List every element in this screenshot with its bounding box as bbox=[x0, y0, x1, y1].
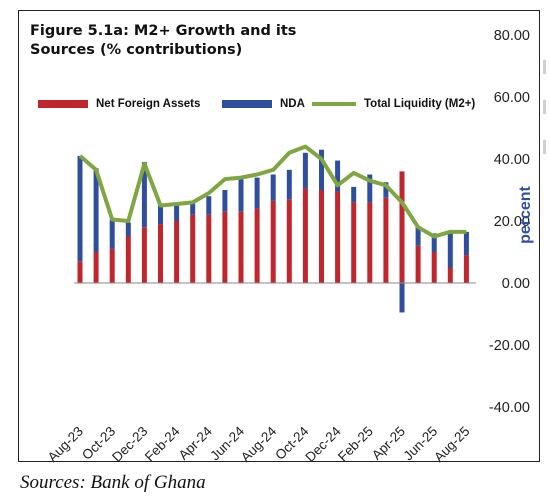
bar-net-foreign-assets bbox=[319, 190, 324, 283]
bar-net-foreign-assets bbox=[415, 245, 421, 283]
bar-net-foreign-assets bbox=[302, 188, 308, 283]
page-edge-mark bbox=[543, 60, 546, 154]
bar-nda bbox=[463, 231, 469, 256]
line-series bbox=[78, 144, 467, 239]
bar-nda bbox=[335, 160, 341, 192]
x-tick-label: Apr-25 bbox=[369, 424, 408, 463]
y-tick-label: 20.00 bbox=[494, 214, 530, 230]
bar-nda bbox=[158, 205, 163, 225]
bar-net-foreign-assets bbox=[109, 248, 115, 283]
x-tick-label: Aug-25 bbox=[431, 424, 472, 465]
y-tick-label: 80.00 bbox=[494, 28, 530, 44]
x-tick-label: Apr-24 bbox=[176, 423, 216, 463]
y-tick-label: 0.00 bbox=[502, 276, 530, 292]
chart-legend: Net Foreign Assets NDA Total Liquidity (M2… bbox=[38, 98, 475, 110]
bar-series bbox=[74, 149, 476, 313]
legend-label: NDA bbox=[280, 98, 305, 110]
bar-nda bbox=[383, 182, 389, 198]
bar-nda bbox=[190, 202, 196, 215]
bar-net-foreign-assets bbox=[447, 267, 453, 283]
chart-frame bbox=[18, 10, 540, 462]
y-tick-label: 40.00 bbox=[494, 152, 530, 168]
bar-nda bbox=[93, 168, 99, 252]
bar-nda bbox=[238, 177, 244, 212]
bar-net-foreign-assets bbox=[383, 197, 389, 283]
y-tick-label: -20.00 bbox=[489, 338, 530, 354]
bar-nda bbox=[206, 196, 212, 215]
source-note: Sources: Bank of Ghana bbox=[20, 472, 206, 493]
y-tick-label: -40.00 bbox=[489, 400, 530, 416]
bar-nda bbox=[286, 169, 292, 200]
bar-net-foreign-assets bbox=[351, 202, 357, 283]
bar-net-foreign-assets bbox=[125, 236, 131, 283]
y-axis-label: percent bbox=[517, 185, 534, 243]
bar-net-foreign-assets bbox=[286, 199, 292, 283]
legend-label: Total Liquidity (M2+) bbox=[364, 98, 475, 110]
x-tick-label: Aug-24 bbox=[238, 423, 280, 465]
bar-net-foreign-assets bbox=[431, 252, 437, 283]
x-tick-label: Dec-23 bbox=[109, 424, 150, 465]
bar-net-foreign-assets bbox=[270, 200, 276, 283]
bar-nda bbox=[254, 177, 260, 209]
bar-nda bbox=[270, 174, 276, 201]
x-tick-label: Feb-25 bbox=[335, 424, 376, 465]
bar-net-foreign-assets bbox=[141, 227, 147, 283]
bar-net-foreign-assets bbox=[190, 214, 196, 283]
bar-nda bbox=[415, 227, 421, 246]
bar-nda bbox=[302, 152, 308, 189]
bar-net-foreign-assets bbox=[158, 224, 163, 283]
y-tick-label: 60.00 bbox=[494, 90, 530, 106]
bar-net-foreign-assets bbox=[206, 214, 212, 283]
bar-net-foreign-assets bbox=[463, 255, 469, 283]
legend-label: Net Foreign Assets bbox=[96, 98, 200, 110]
chart-title: Figure 5.1a: M2+ Growth and its Sources … bbox=[30, 23, 297, 58]
bar-net-foreign-assets bbox=[254, 208, 260, 283]
bar-nda bbox=[431, 233, 437, 252]
bar-net-foreign-assets bbox=[77, 261, 83, 283]
bar-net-foreign-assets bbox=[399, 171, 405, 283]
bar-nda bbox=[174, 203, 180, 221]
bar-nda bbox=[319, 149, 324, 190]
bar-nda bbox=[367, 174, 373, 203]
bar-net-foreign-assets bbox=[335, 191, 341, 283]
y-axis-ticks: 80.00 60.00 40.00 20.00 0.00 -20.00 -40.00 bbox=[489, 28, 530, 416]
bar-net-foreign-assets bbox=[238, 211, 244, 283]
x-tick-label: Dec-24 bbox=[302, 423, 344, 465]
bar-nda bbox=[109, 219, 115, 249]
bar-net-foreign-assets bbox=[367, 202, 373, 283]
legend-swatch bbox=[38, 100, 88, 108]
bar-net-foreign-assets bbox=[222, 211, 228, 283]
bar-nda bbox=[447, 231, 453, 268]
bar-nda bbox=[141, 162, 147, 228]
legend-swatch bbox=[222, 100, 272, 108]
bar-nda bbox=[351, 186, 357, 203]
bar-net-foreign-assets bbox=[93, 252, 99, 283]
x-axis-tick-labels: Aug-23Oct-23Dec-23Feb-24Apr-24Jun-24Aug-… bbox=[45, 423, 473, 465]
bar-nda bbox=[125, 222, 131, 237]
bar-nda bbox=[222, 190, 228, 212]
line-total-liquidity bbox=[78, 144, 467, 239]
x-tick-label: Aug-23 bbox=[45, 424, 86, 465]
bar-nda bbox=[77, 155, 83, 262]
bar-net-foreign-assets bbox=[174, 221, 180, 283]
x-tick-label: Feb-24 bbox=[142, 423, 183, 464]
bar-nda bbox=[399, 283, 405, 313]
